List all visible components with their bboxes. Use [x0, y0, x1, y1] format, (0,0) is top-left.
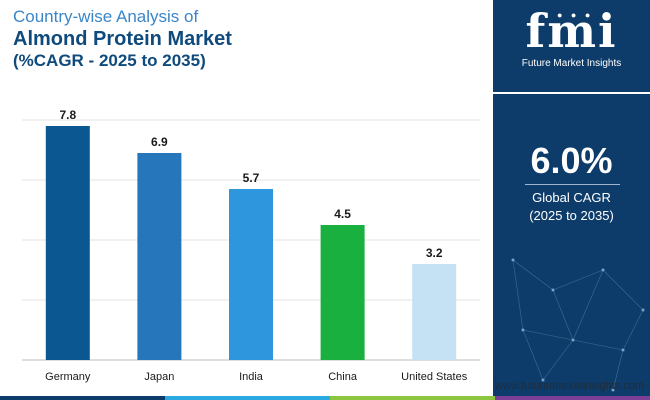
x-tick-label: India [239, 371, 264, 383]
global-cagr-value: 6.0% [530, 140, 613, 181]
fmi-logo: fmi ● ● ● Future Market Insights [493, 6, 650, 69]
bottom-bar-segment [495, 396, 650, 400]
bar-germany [45, 126, 90, 360]
title-line-2: Almond Protein Market [13, 28, 232, 50]
cagr-divider [525, 184, 620, 185]
logo-mark: fmi [525, 4, 618, 58]
data-label: 5.7 [243, 171, 260, 185]
logo-dots-icon: ● ● ● [557, 10, 594, 20]
website-url[interactable]: www.futuremarketinsights.com [494, 380, 644, 392]
bar-united-states [412, 264, 457, 360]
x-tick-label: Japan [144, 371, 174, 383]
bar-india [229, 189, 273, 360]
x-tick-label: Germany [45, 371, 91, 383]
bottom-bar-segment [165, 396, 330, 400]
bar-chart: 7.8 Germany 6.9 Japan 5.7 India 4.5 China 3.2 Uni… [22, 108, 480, 383]
network-decoration [511, 258, 645, 392]
sidebar-panel: fmi ● ● ● Future Market Insights 6.0% Gl… [493, 0, 650, 400]
title-line-3: (%CAGR - 2025 to 2035) [13, 51, 206, 70]
bar-china [320, 225, 365, 360]
global-cagr-period: (2025 to 2035) [529, 208, 614, 223]
data-label: 4.5 [334, 207, 351, 221]
data-label: 3.2 [426, 246, 443, 260]
sidebar-divider [493, 92, 650, 94]
x-tick-label: China [328, 371, 358, 383]
bottom-bar-segment [0, 396, 165, 400]
bar-japan [137, 153, 182, 360]
global-cagr-label: Global CAGR [532, 190, 611, 205]
chart-title: Country-wise Analysis of Almond Protein … [13, 6, 232, 72]
bottom-bar-segment [330, 396, 495, 400]
title-line-1: Country-wise Analysis of [13, 7, 199, 26]
data-label: 7.8 [59, 108, 76, 122]
data-label: 6.9 [151, 135, 168, 149]
logo-text: Future Market Insights [521, 58, 622, 69]
x-tick-label: United States [401, 371, 468, 383]
